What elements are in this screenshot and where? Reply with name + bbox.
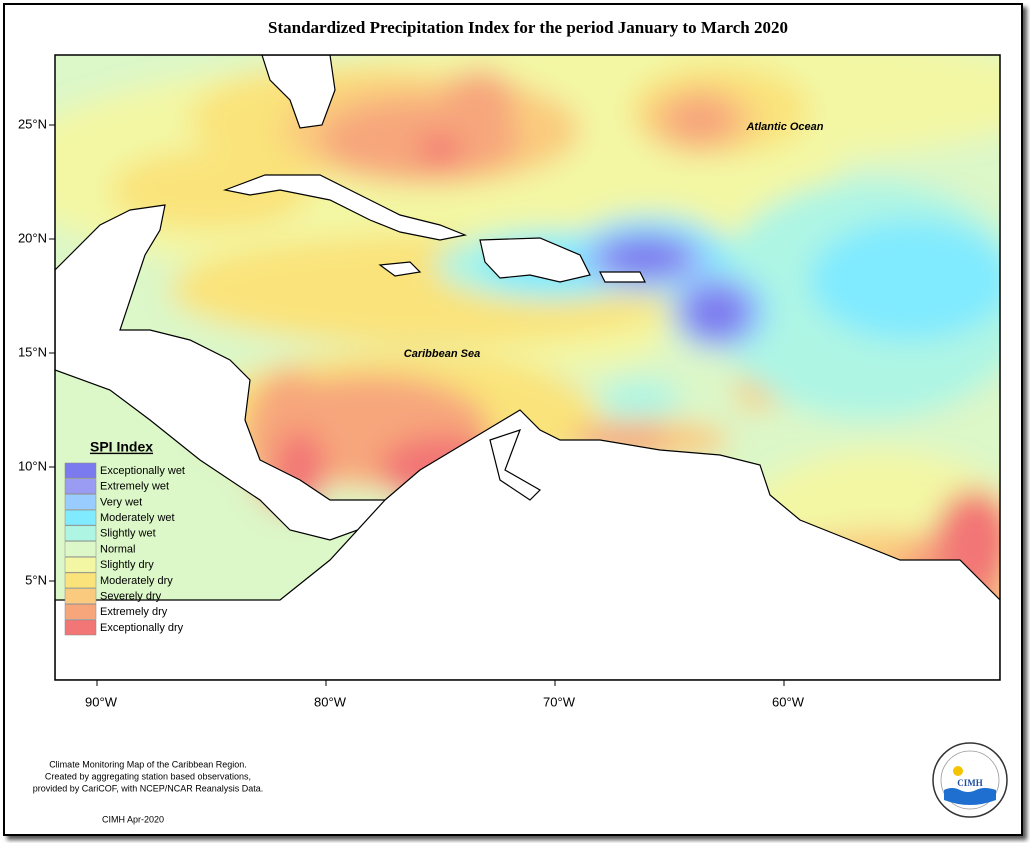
- lat-label: 25°N: [18, 116, 47, 131]
- title: Standardized Precipitation Index for the…: [268, 18, 788, 37]
- footer-line: provided by CariCOF, with NCEP/NCAR Rean…: [33, 783, 264, 793]
- spi-area: [810, 220, 1000, 340]
- legend-swatch: [64, 494, 97, 510]
- place-label: Caribbean Sea: [404, 348, 480, 360]
- legend-label: Normal: [100, 543, 135, 555]
- legend-label: Extremely dry: [100, 606, 168, 618]
- legend-swatch: [64, 478, 97, 494]
- spi-area: [665, 95, 735, 145]
- legend-label: Slightly wet: [100, 528, 156, 540]
- lon-label: 90°W: [85, 694, 118, 709]
- footer-credit: CIMH Apr-2020: [102, 814, 164, 824]
- lat-label: 15°N: [18, 344, 47, 359]
- spi-area: [600, 380, 680, 420]
- legend-label: Severely dry: [100, 591, 162, 603]
- legend-label: Exceptionally dry: [100, 622, 184, 634]
- legend-label: Slightly dry: [100, 559, 154, 571]
- legend-swatch: [64, 588, 97, 604]
- legend-swatch: [64, 604, 97, 620]
- legend-title: SPI Index: [90, 439, 153, 455]
- spi-area: [605, 238, 685, 274]
- footer-line: Climate Monitoring Map of the Caribbean …: [49, 759, 247, 769]
- spi-area: [420, 135, 460, 165]
- lon-label: 60°W: [772, 694, 805, 709]
- lat-label: 20°N: [18, 230, 47, 245]
- legend-label: Very wet: [100, 496, 142, 508]
- lat-label: 10°N: [18, 458, 47, 473]
- logo: CIMH: [932, 742, 1008, 818]
- legend-swatch: [64, 509, 97, 526]
- legend-swatch: [64, 462, 97, 479]
- footer-line: Created by aggregating station based obs…: [45, 771, 251, 781]
- map-border: [54, 54, 1001, 681]
- legend-swatch: [64, 541, 97, 557]
- logo-text: CIMH: [957, 778, 983, 788]
- legend-swatch: [64, 556, 97, 573]
- legend-label: Exceptionally wet: [100, 465, 185, 477]
- spi-area: [686, 289, 746, 339]
- legend-swatch: [64, 525, 97, 542]
- legend-label: Moderately dry: [100, 575, 173, 587]
- lon-label: 70°W: [543, 694, 576, 709]
- legend-swatch: [64, 572, 97, 589]
- place-label: Atlantic Ocean: [745, 121, 823, 133]
- lon-label: 80°W: [314, 694, 347, 709]
- land: [55, 55, 1000, 680]
- legend-label: Moderately wet: [100, 512, 175, 524]
- lat-label: 5°N: [25, 572, 47, 587]
- legend-label: Extremely wet: [100, 481, 169, 493]
- legend-swatch: [64, 619, 97, 636]
- map: [55, 55, 1000, 680]
- spi-area: [445, 70, 515, 130]
